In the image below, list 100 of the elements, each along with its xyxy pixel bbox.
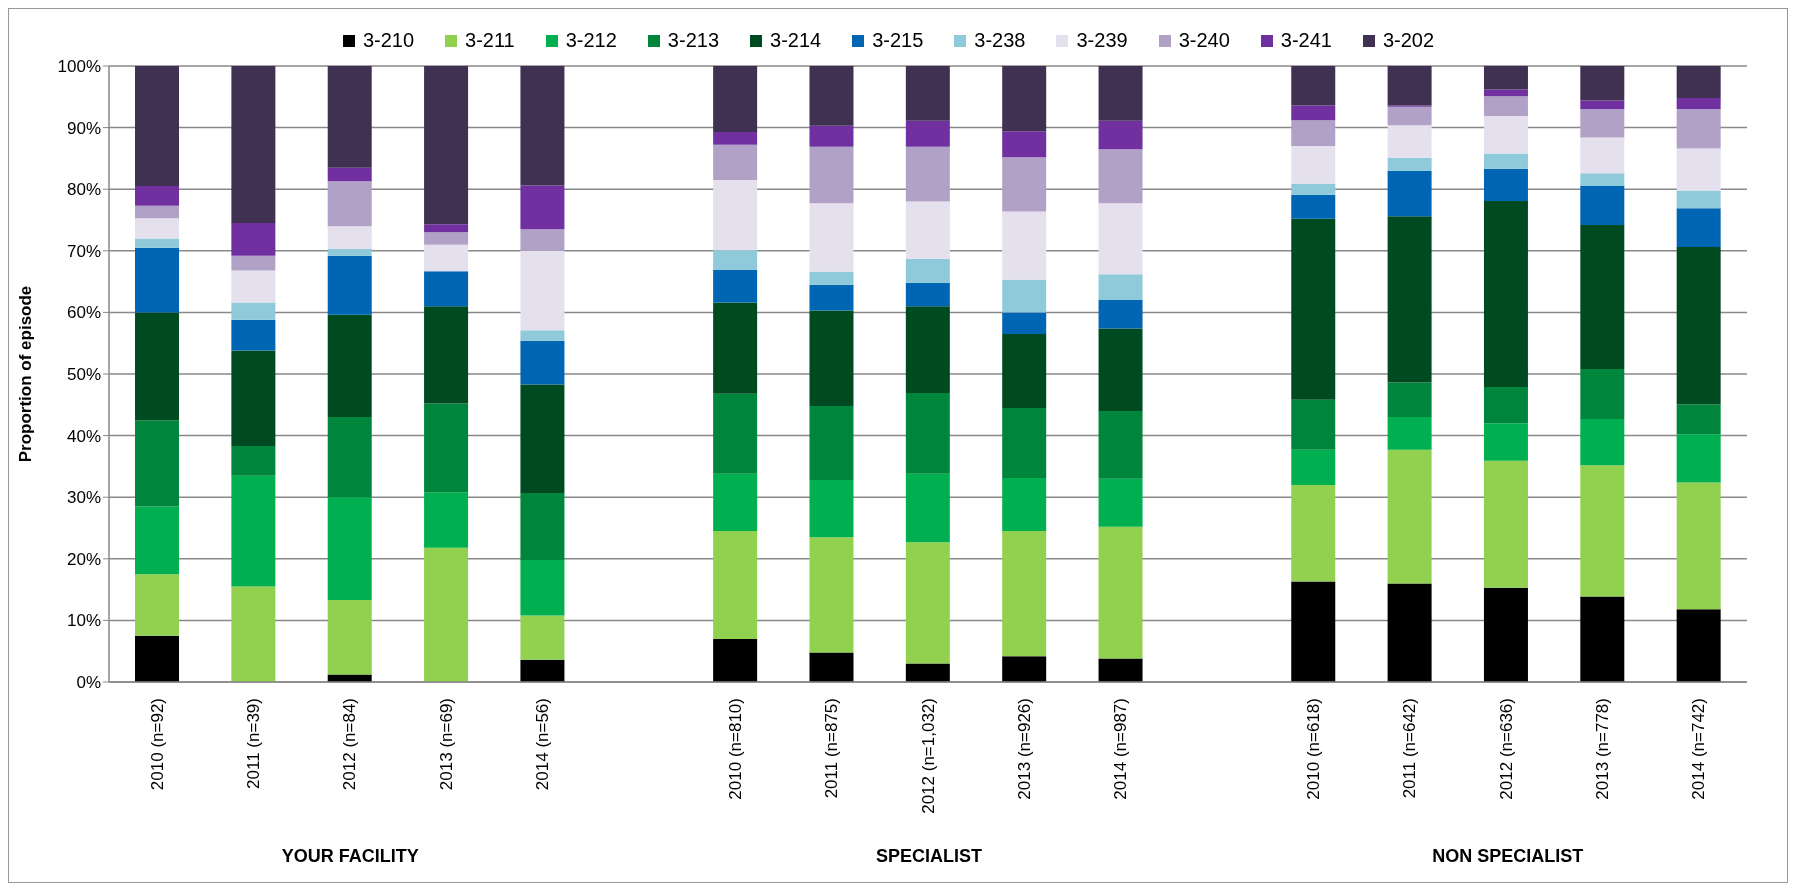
legend-label: 3-202 — [1382, 29, 1435, 52]
bar — [327, 226, 372, 249]
bar — [713, 638, 758, 682]
y-tick-label: 70% — [66, 241, 101, 261]
bar — [1580, 596, 1625, 682]
bar — [1387, 583, 1432, 682]
bar — [1002, 656, 1047, 682]
bar — [905, 663, 950, 682]
bar — [1580, 173, 1625, 187]
bar — [1291, 146, 1336, 184]
y-tick-label: 50% — [66, 365, 101, 385]
bar — [327, 181, 372, 227]
bar — [231, 302, 276, 320]
bar — [1098, 149, 1143, 204]
bar — [1098, 478, 1143, 527]
bar — [1002, 211, 1047, 280]
bar — [905, 201, 950, 259]
bar — [1098, 66, 1143, 121]
bar — [424, 224, 469, 233]
bar — [327, 600, 372, 675]
bar — [520, 615, 565, 660]
bar — [1483, 89, 1528, 97]
bar — [1580, 109, 1625, 138]
bar — [1387, 157, 1432, 171]
x-tick-label: 2014 (n=56) — [533, 698, 553, 791]
bar — [1580, 137, 1625, 174]
bar — [1483, 423, 1528, 461]
y-axis-title: Proportion of episode — [16, 285, 36, 463]
bar — [1676, 247, 1721, 405]
bar — [1676, 609, 1721, 682]
bar — [327, 497, 372, 601]
bar — [1387, 66, 1432, 106]
bar — [1002, 333, 1047, 408]
bar — [1002, 531, 1047, 657]
x-tick-label: 2014 (n=742) — [1689, 698, 1709, 800]
legend-label: 3-212 — [565, 29, 617, 52]
x-tick-label: 2013 (n=778) — [1592, 698, 1612, 800]
x-tick-label: 2010 (n=92) — [147, 698, 167, 791]
bar — [1002, 312, 1047, 334]
bar — [1676, 404, 1721, 435]
bar — [809, 203, 854, 272]
bar — [1580, 418, 1625, 466]
bar — [1291, 399, 1336, 450]
bar — [135, 238, 180, 248]
bar — [520, 340, 565, 385]
bar — [1580, 100, 1625, 110]
bar — [1291, 194, 1336, 219]
bar — [1580, 465, 1625, 597]
bar — [713, 179, 758, 251]
bar — [135, 218, 180, 239]
bar — [424, 244, 469, 272]
bar — [905, 393, 950, 474]
bar — [135, 574, 180, 636]
bar — [1676, 190, 1721, 209]
bar — [713, 473, 758, 532]
bar — [520, 330, 565, 341]
x-tick-label: 2011 (n=642) — [1400, 698, 1420, 799]
x-tick-label: 2012 (n=1,032) — [918, 698, 938, 814]
bar — [1098, 274, 1143, 301]
bar — [1291, 581, 1336, 682]
bar — [1676, 98, 1721, 110]
bar — [520, 492, 565, 561]
bar — [1002, 131, 1047, 158]
bar — [135, 506, 180, 575]
bar — [905, 306, 950, 394]
text: NON SPECIALIST — [1431, 846, 1585, 867]
bar — [1387, 170, 1432, 217]
bar — [713, 144, 758, 180]
bar — [424, 66, 469, 225]
bar — [1387, 417, 1432, 450]
bar — [809, 146, 854, 204]
bar — [231, 270, 276, 303]
y-tick-label: 80% — [66, 180, 101, 200]
bar — [327, 314, 372, 418]
bar — [1002, 66, 1047, 132]
x-tick-label: 2013 (n=69) — [436, 698, 456, 791]
y-tick-label: 100% — [57, 57, 101, 77]
bar — [327, 255, 372, 315]
bar — [424, 403, 469, 493]
x-tick-label: 2014 (n=987) — [1111, 698, 1131, 800]
bar — [1098, 526, 1143, 659]
bar — [520, 560, 565, 616]
y-tick-label: 40% — [66, 426, 101, 446]
bar — [231, 475, 276, 587]
bar — [809, 66, 854, 126]
bar — [231, 223, 276, 256]
legend-label: 3-210 — [362, 29, 415, 52]
bar — [713, 66, 758, 132]
bar — [424, 271, 469, 307]
bar — [1291, 66, 1336, 106]
legend-label: 3-240 — [1178, 29, 1230, 52]
bar — [1387, 216, 1432, 383]
bar — [809, 537, 854, 653]
bar — [1098, 658, 1143, 682]
legend-label: 3-215 — [872, 29, 924, 52]
legend-label: 3-211 — [465, 29, 515, 52]
bar — [424, 492, 469, 548]
bar — [1387, 382, 1432, 418]
bar — [809, 284, 854, 311]
bar — [809, 652, 854, 682]
